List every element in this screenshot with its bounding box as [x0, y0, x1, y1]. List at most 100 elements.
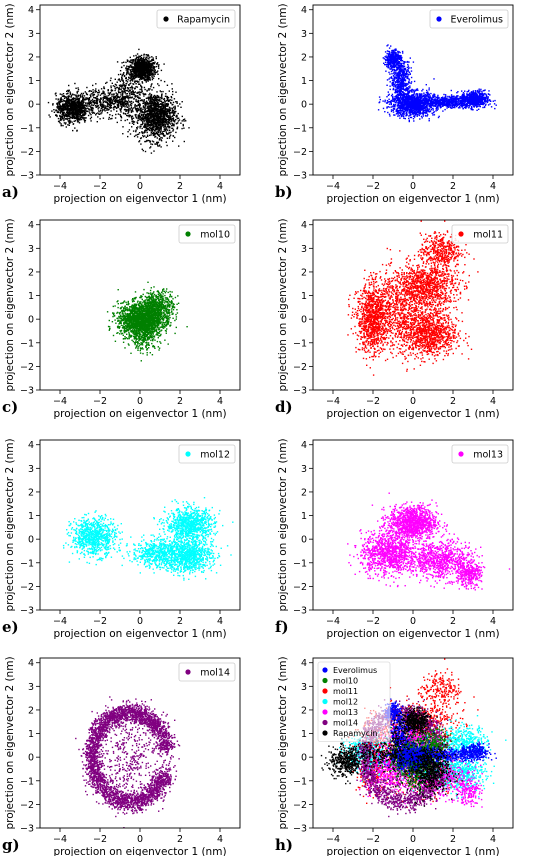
point	[140, 71, 142, 73]
point	[144, 108, 147, 111]
point	[152, 95, 155, 98]
point	[138, 67, 141, 69]
scatter-points	[47, 48, 190, 154]
point	[92, 92, 94, 94]
point	[394, 49, 397, 52]
point	[169, 134, 172, 136]
point	[63, 95, 65, 97]
point	[392, 56, 395, 58]
point	[138, 71, 141, 74]
point	[80, 107, 82, 109]
point	[145, 74, 147, 77]
point	[158, 135, 161, 137]
point	[156, 120, 159, 122]
point	[75, 101, 77, 104]
point	[80, 115, 83, 117]
point	[390, 54, 392, 56]
point	[74, 109, 77, 111]
point	[129, 92, 131, 95]
point	[156, 137, 158, 139]
point	[395, 95, 397, 98]
point	[79, 115, 81, 117]
point	[138, 83, 140, 85]
point	[393, 83, 396, 86]
point	[63, 112, 65, 114]
point	[173, 114, 176, 116]
point	[132, 91, 134, 94]
point	[64, 107, 67, 109]
point	[161, 95, 163, 97]
point	[164, 95, 167, 97]
point	[166, 137, 169, 139]
point	[94, 105, 97, 107]
point	[157, 105, 159, 108]
point	[390, 76, 393, 78]
point	[82, 98, 84, 100]
point	[396, 91, 398, 93]
point	[131, 109, 134, 111]
point	[140, 84, 142, 87]
point	[135, 129, 137, 131]
point	[130, 72, 133, 75]
point	[84, 110, 86, 112]
point	[177, 112, 179, 115]
point	[108, 108, 110, 110]
point	[153, 112, 155, 115]
point	[139, 97, 141, 99]
point	[81, 95, 83, 98]
point	[157, 130, 159, 132]
point	[112, 95, 115, 97]
point	[176, 114, 178, 117]
point	[392, 64, 395, 67]
point	[89, 102, 92, 104]
point	[159, 90, 161, 92]
point	[139, 57, 142, 59]
point	[161, 93, 163, 95]
point	[99, 103, 101, 105]
point	[80, 92, 83, 95]
point	[109, 103, 111, 106]
point	[149, 97, 151, 99]
point	[153, 68, 155, 70]
point	[115, 84, 118, 86]
point	[143, 120, 145, 122]
point	[141, 70, 144, 72]
scatter-points	[377, 44, 497, 123]
point	[112, 85, 115, 87]
point	[89, 100, 92, 103]
point	[393, 64, 395, 66]
point	[110, 85, 112, 87]
point	[164, 128, 166, 130]
point	[68, 122, 71, 125]
point	[140, 70, 143, 72]
point	[114, 106, 117, 108]
point	[119, 88, 121, 90]
point	[171, 99, 173, 101]
point	[85, 102, 87, 104]
point	[157, 104, 159, 106]
point	[52, 104, 54, 106]
x-tick-label: −2	[93, 181, 107, 192]
point	[154, 143, 156, 145]
point	[155, 109, 157, 111]
point	[391, 52, 393, 54]
point	[107, 90, 109, 92]
point	[170, 96, 172, 98]
point	[162, 134, 165, 136]
point	[163, 80, 166, 83]
point	[153, 121, 156, 124]
point	[160, 140, 163, 142]
point	[124, 108, 126, 111]
point	[87, 107, 89, 110]
point	[420, 115, 423, 118]
point	[171, 107, 174, 109]
point	[394, 89, 396, 91]
point	[136, 66, 138, 68]
point	[138, 103, 141, 105]
point	[161, 123, 163, 126]
point	[58, 101, 60, 103]
point	[123, 61, 125, 63]
point	[145, 54, 148, 56]
point	[70, 98, 73, 101]
point	[131, 74, 133, 76]
